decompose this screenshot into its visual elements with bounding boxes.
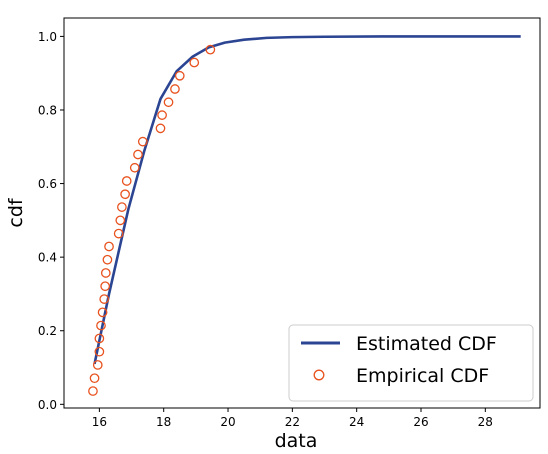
empirical-cdf-point <box>94 333 105 344</box>
legend-box <box>288 324 534 402</box>
empirical-cdf-point <box>97 307 108 318</box>
empirical-cdf-point <box>129 162 140 173</box>
y-tick-label: 0.4 <box>38 251 57 265</box>
y-axis-label: cdf <box>5 197 27 228</box>
x-tick-label: 24 <box>349 415 364 429</box>
empirical-cdf-point <box>117 202 127 212</box>
x-tick-label: 28 <box>478 415 493 429</box>
empirical-cdf-point <box>133 149 143 160</box>
legend-label-estimated: Estimated CDF <box>356 333 497 355</box>
empirical-cdf-point <box>88 386 98 396</box>
y-tick-label: 0.6 <box>38 177 57 191</box>
empirical-cdf-point <box>113 228 124 239</box>
plot-frame <box>63 17 541 409</box>
x-tick-label: 26 <box>413 415 428 429</box>
empirical-cdf-point <box>104 241 114 252</box>
empirical-cdf-point <box>137 136 148 147</box>
legend-label-empirical: Empirical CDF <box>356 365 489 387</box>
x-tick-label: 22 <box>285 415 300 429</box>
y-tick-label: 0.0 <box>38 398 57 412</box>
legend-marker-swatch <box>313 369 325 381</box>
empirical-cdf-point <box>174 70 185 81</box>
empirical-cdf-point <box>100 281 111 292</box>
empirical-cdf-point <box>102 254 113 265</box>
empirical-cdf-point <box>89 373 100 384</box>
empirical-cdf-point <box>120 189 130 200</box>
empirical-cdf-point <box>170 84 180 94</box>
empirical-cdf-point <box>115 215 126 226</box>
empirical-cdf-point <box>121 176 132 186</box>
empirical-cdf-point <box>163 97 174 108</box>
estimated-cdf-line <box>93 35 521 365</box>
y-tick-label: 0.8 <box>38 103 57 117</box>
empirical-cdf-point <box>155 123 166 134</box>
x-tick-label: 20 <box>220 415 235 429</box>
empirical-cdf-point <box>92 360 103 370</box>
empirical-cdf-point <box>205 44 216 55</box>
empirical-cdf-point <box>157 110 167 120</box>
y-tick-label: 0.2 <box>38 324 57 338</box>
axis-ticks: 16 18 20 22 24 26 28 0.0 0.2 0.4 0.6 0.8 1.0 <box>38 30 493 429</box>
x-tick-label: 16 <box>92 415 107 429</box>
x-tick-label: 18 <box>156 415 171 429</box>
empirical-cdf-point <box>100 268 111 278</box>
legend: Estimated CDF Empirical CDF <box>288 324 534 402</box>
y-tick-label: 1.0 <box>38 30 57 44</box>
x-axis-label: data <box>275 430 318 452</box>
empirical-cdf-point <box>94 346 105 357</box>
empirical-cdf-point <box>96 320 106 331</box>
empirical-cdf-point <box>99 294 110 304</box>
chart-marks <box>88 35 521 396</box>
empirical-cdf-point <box>189 57 200 68</box>
